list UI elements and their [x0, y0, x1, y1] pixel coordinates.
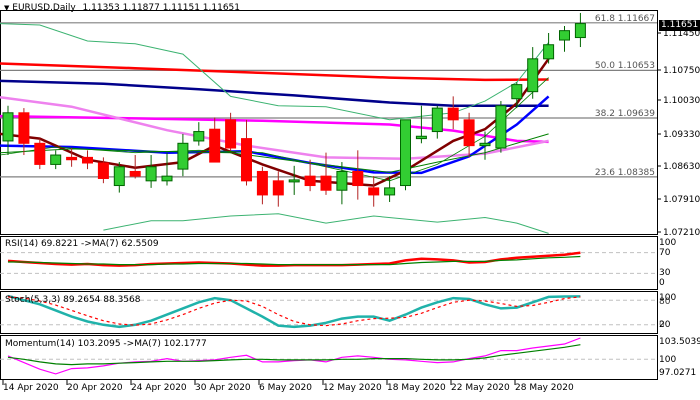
- bullish-candle: [336, 170, 348, 191]
- date-label: 22 May 2020: [451, 383, 510, 393]
- bearish-candle: [97, 162, 109, 179]
- bearish-candle: [463, 119, 475, 147]
- fib-level-23-6: 23.6 1.08385: [594, 168, 655, 178]
- collapse-triangle-icon[interactable]: ▼: [4, 4, 10, 12]
- fib-level-38-2: 38.2 1.09639: [594, 109, 655, 119]
- bearish-candle: [66, 156, 78, 161]
- rsi-label: RSI(14) 69.8221 ->MA(7) 62.5509: [5, 239, 159, 249]
- bullish-candle: [161, 175, 173, 182]
- bearish-candle: [304, 175, 316, 187]
- stoch-axis-tick: 20: [659, 320, 671, 330]
- bullish-candle: [50, 154, 62, 165]
- date-label: 18 May 2020: [387, 383, 446, 393]
- rsi-plot: [0, 251, 657, 274]
- bearish-candle: [320, 175, 332, 191]
- bullish-candle: [288, 179, 300, 183]
- date-label: 20 Apr 2020: [67, 383, 123, 393]
- price-tick: 1.08630: [663, 162, 700, 172]
- bullish-candle: [384, 187, 396, 196]
- bearish-candle: [18, 112, 30, 144]
- rsi-axis-tick: 0: [659, 278, 665, 288]
- bearish-candle: [82, 156, 93, 164]
- panel-borders: [0, 10, 658, 380]
- price-tick: 1.10750: [663, 66, 700, 76]
- bearish-candle: [129, 170, 141, 177]
- bullish-candle: [113, 166, 125, 187]
- date-label: 28 May 2020: [515, 383, 574, 393]
- momentum-plot: [0, 337, 657, 375]
- bullish-candle: [431, 107, 443, 133]
- ohlc-values: 1.11353 1.11877 1.11151 1.11651: [82, 3, 240, 13]
- fib-level-50-0: 50.0 1.10653: [594, 61, 655, 71]
- price-tick: 1.11450: [663, 29, 700, 39]
- bullish-candle: [527, 58, 539, 93]
- rsi-axis-tick: 100: [659, 238, 677, 248]
- stoch-axis-tick: 80: [659, 297, 671, 307]
- momentum-label: Momentum(14) 103.2095 ->MA(7) 102.1777: [5, 339, 207, 349]
- bearish-candle: [225, 119, 237, 149]
- bearish-candle: [352, 170, 364, 187]
- bullish-candle: [177, 142, 189, 170]
- stoch-label: Stoch(5,3,3) 89.2654 88.3568: [5, 295, 141, 305]
- bullish-candle: [574, 23, 586, 39]
- momentum-axis-tick: 100: [659, 355, 677, 365]
- rsi-axis-tick: 30: [659, 268, 671, 278]
- bullish-candle: [543, 44, 555, 60]
- stoch-plot: [0, 294, 657, 329]
- date-label: 24 Apr 2020: [131, 383, 187, 393]
- current-price-tag: 1.11651: [659, 20, 700, 31]
- bearish-candle: [368, 187, 380, 196]
- bullish-candle: [415, 135, 427, 140]
- main-price-plot: [0, 12, 657, 234]
- date-label: 30 Apr 2020: [195, 383, 251, 393]
- bearish-candle: [241, 138, 252, 182]
- price-tick: 1.07910: [663, 195, 700, 205]
- bearish-candle: [272, 180, 284, 196]
- bearish-candle: [447, 107, 459, 121]
- bullish-candle: [193, 131, 205, 142]
- stoch-axis-tick: 0: [659, 320, 665, 330]
- bullish-candle: [145, 166, 157, 182]
- price-axis-ticks: [657, 32, 661, 233]
- bullish-candle: [400, 119, 411, 187]
- date-label: 6 May 2020: [259, 383, 312, 393]
- bullish-candle: [479, 142, 491, 147]
- bearish-candle: [209, 128, 221, 163]
- price-tick: 1.10030: [663, 96, 700, 106]
- momentum-axis-tick: 97.0271: [659, 368, 697, 378]
- momentum-axis-tick: 103.5039: [659, 337, 700, 347]
- bearish-candle: [34, 142, 46, 165]
- date-label: 14 Apr 2020: [3, 383, 59, 393]
- time-axis-ticks: [2, 380, 516, 385]
- symbol-header[interactable]: ▼ EURUSD,Daily 1.11353 1.11877 1.11151 1…: [4, 3, 240, 13]
- fib-level-61-8: 61.8 1.11667: [594, 14, 655, 24]
- price-tick: 1.07210: [663, 228, 700, 238]
- bearish-candle: [256, 170, 268, 196]
- stoch-axis-tick: 100: [659, 293, 677, 303]
- bullish-candle: [2, 112, 14, 142]
- bullish-candle: [559, 30, 570, 41]
- bullish-candle: [495, 105, 507, 149]
- rsi-axis-tick: 70: [659, 248, 671, 258]
- price-tick: 1.09330: [663, 130, 700, 140]
- bullish-candle: [511, 84, 523, 100]
- date-label: 12 May 2020: [323, 383, 382, 393]
- symbol-label: EURUSD,Daily: [12, 3, 76, 13]
